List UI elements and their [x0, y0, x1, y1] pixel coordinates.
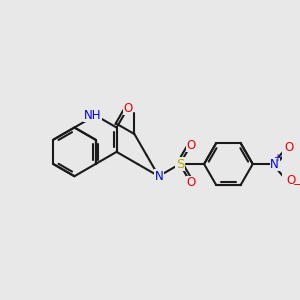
Text: +: + — [273, 153, 281, 164]
Text: N: N — [154, 170, 163, 183]
Text: O: O — [284, 141, 293, 154]
Text: NH: NH — [84, 109, 101, 122]
Text: N: N — [270, 158, 279, 170]
Text: O: O — [123, 102, 132, 115]
Text: S: S — [176, 158, 184, 170]
Text: O: O — [187, 176, 196, 189]
Text: O: O — [286, 174, 296, 187]
Text: O: O — [187, 139, 196, 152]
Text: −: − — [293, 179, 300, 190]
